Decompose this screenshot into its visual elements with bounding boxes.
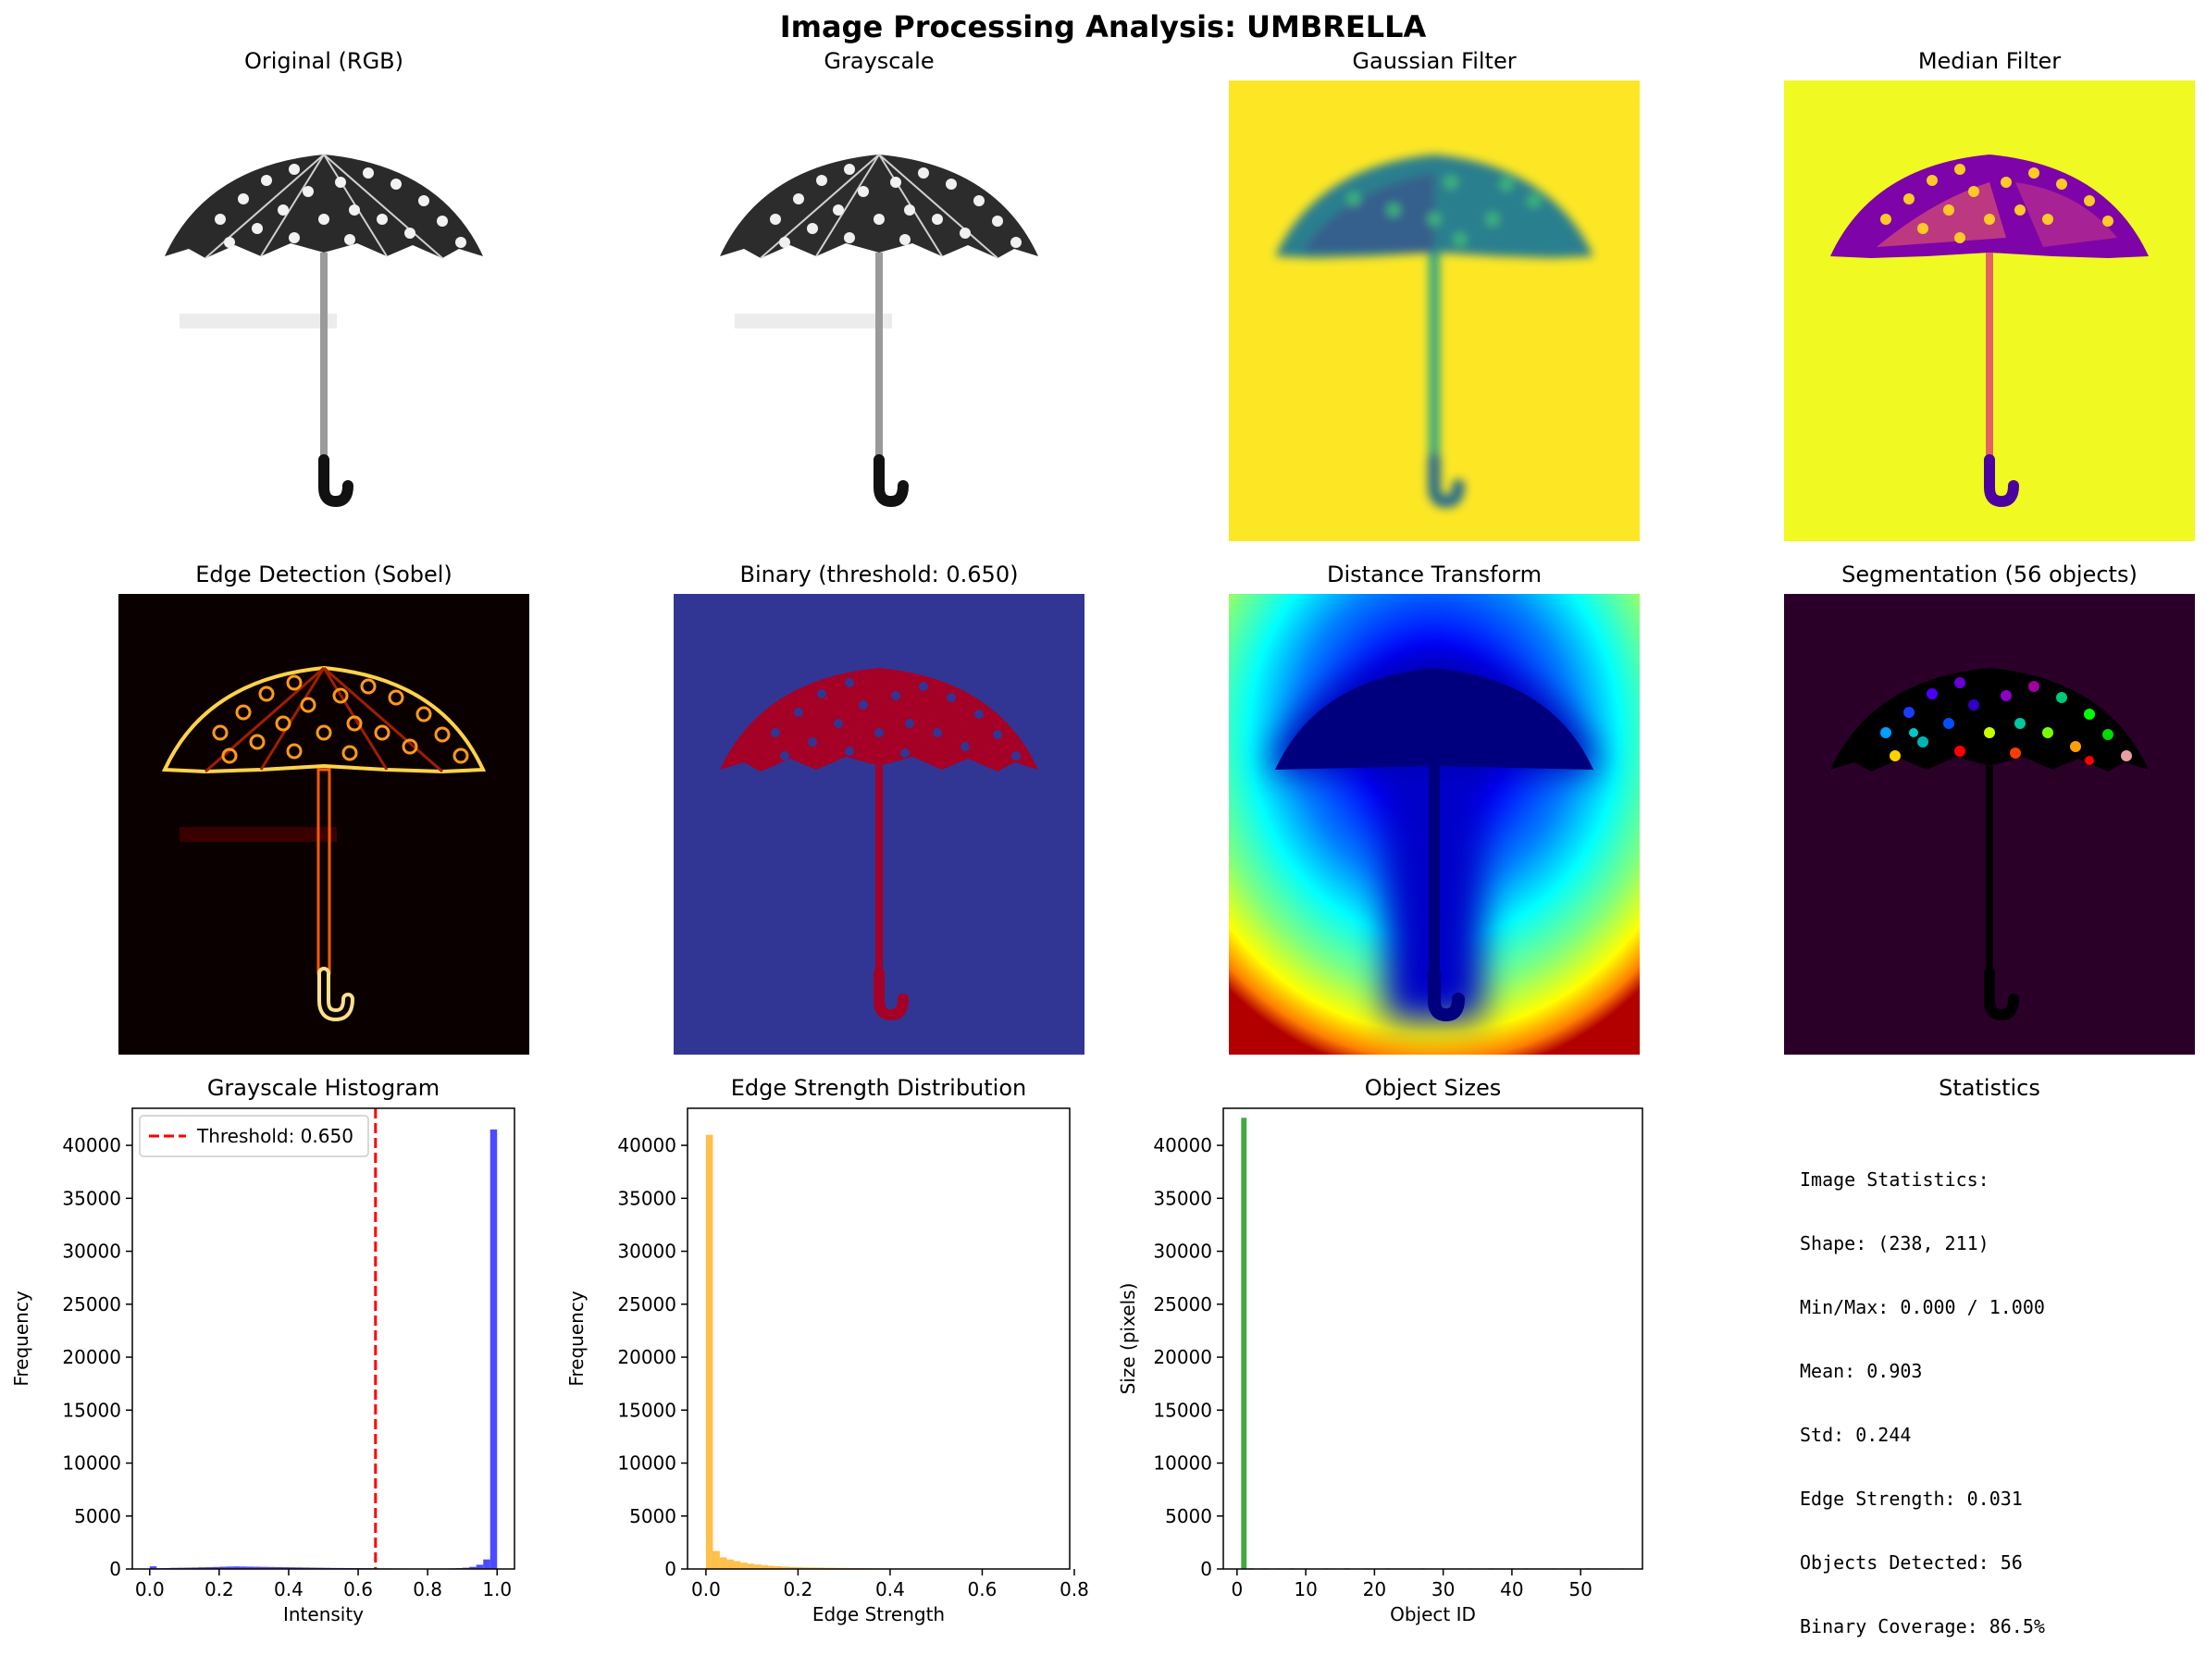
x-tick-label: 0.4: [274, 1578, 304, 1600]
y-tick-label: 0: [109, 1558, 121, 1580]
x-tick-label: 0.8: [1060, 1578, 1089, 1600]
x-tick-label: 0.4: [875, 1578, 905, 1600]
segmentation-image: [1784, 594, 2195, 1055]
y-tick-label: 30000: [62, 1241, 121, 1263]
edge-strength-chart: 0.0 0.2 0.4 0.6 0.8 0 5000 10000 15000 20000 25000…: [555, 1101, 1110, 1637]
y-tick-label: 10000: [617, 1452, 676, 1475]
figure-title: Image Processing Analysis: UMBRELLA: [0, 9, 2206, 44]
x-tick-label: 0.6: [343, 1578, 373, 1600]
x-tick-label: 20: [1363, 1578, 1386, 1600]
stats-line: Binary Coverage: 86.5%: [1800, 1616, 2045, 1637]
y-tick-label: 35000: [617, 1187, 676, 1209]
panel-title-segmentation: Segmentation (56 objects): [1784, 562, 2195, 587]
distance-transform-image: [1229, 594, 1640, 1055]
x-tick-label: 10: [1294, 1578, 1317, 1600]
panel-title-object-sizes: Object Sizes: [1223, 1075, 1642, 1101]
y-tick-label: 30000: [1153, 1241, 1212, 1263]
y-tick-label: 5000: [629, 1505, 676, 1527]
axes-frame: [688, 1108, 1070, 1569]
axes-frame: [1223, 1108, 1642, 1569]
y-tick-label: 15000: [1153, 1399, 1212, 1421]
y-tick-label: 40000: [617, 1134, 676, 1156]
gaussian-filter-image: [1229, 80, 1640, 541]
y-tick-label: 5000: [1165, 1505, 1212, 1527]
panel-title-edges: Edge Detection (Sobel): [118, 562, 529, 587]
y-tick-label: 30000: [617, 1241, 676, 1263]
x-tick-label: 40: [1500, 1578, 1523, 1600]
x-axis-label: Intensity: [283, 1603, 364, 1625]
y-tick-label: 20000: [617, 1346, 676, 1368]
grayscale-histogram-chart: 0.0 0.2 0.4 0.6 0.8 1.0 0 5000 10000 15000 20000 25…: [0, 1101, 555, 1637]
y-tick-label: 20000: [62, 1346, 121, 1368]
panel-title-original: Original (RGB): [118, 48, 529, 74]
y-tick-label: 25000: [617, 1293, 676, 1316]
y-axis-label: Frequency: [10, 1291, 32, 1386]
y-tick-label: 10000: [62, 1452, 121, 1475]
y-tick-label: 25000: [62, 1293, 121, 1316]
bar: [490, 1130, 498, 1569]
legend-label: Threshold: 0.650: [196, 1125, 353, 1147]
statistics-text: Image Statistics: Shape: (238, 211) Min/…: [1800, 1127, 2045, 1680]
bar: [706, 1135, 713, 1569]
x-tick-label: 0.0: [135, 1578, 165, 1600]
stats-line: Shape: (238, 211): [1800, 1233, 2045, 1254]
x-tick-label: 30: [1431, 1578, 1455, 1600]
stats-line: Mean: 0.903: [1800, 1361, 2045, 1382]
x-tick-label: 0.8: [413, 1578, 442, 1600]
y-axis-label: Size (pixels): [1117, 1283, 1139, 1395]
x-tick-label: 0.0: [691, 1578, 721, 1600]
bar: [713, 1551, 720, 1569]
x-tick-label: 0.2: [204, 1578, 234, 1600]
y-tick-label: 40000: [1153, 1134, 1212, 1156]
panel-title-distance: Distance Transform: [1229, 562, 1640, 587]
stats-line: Objects Detected: 56: [1800, 1552, 2045, 1574]
bar: [726, 1560, 734, 1569]
x-tick-label: 0.2: [784, 1578, 813, 1600]
bar: [740, 1563, 748, 1569]
panel-title-statistics: Statistics: [1784, 1075, 2195, 1101]
y-tick-label: 35000: [62, 1187, 121, 1209]
bar: [748, 1563, 755, 1569]
panel-title-grayscale: Grayscale: [674, 48, 1084, 74]
edge-detection-image: [118, 594, 529, 1055]
bar: [483, 1560, 490, 1569]
y-tick-label: 15000: [617, 1399, 676, 1421]
x-tick-label: 50: [1568, 1578, 1592, 1600]
stats-line: Std: 0.244: [1800, 1425, 2045, 1446]
x-tick-label: 1.0: [482, 1578, 512, 1600]
y-tick-label: 15000: [62, 1399, 121, 1421]
bar: [734, 1561, 741, 1569]
y-tick-label: 20000: [1153, 1346, 1212, 1368]
stats-line: Image Statistics:: [1800, 1169, 2045, 1191]
x-axis-label: Edge Strength: [812, 1603, 945, 1625]
panel-title-binary: Binary (threshold: 0.650): [674, 562, 1084, 587]
x-axis-label: Object ID: [1390, 1603, 1476, 1625]
stats-line: Min/Max: 0.000 / 1.000: [1800, 1297, 2045, 1318]
y-tick-label: 5000: [74, 1505, 121, 1527]
y-tick-label: 35000: [1153, 1187, 1212, 1209]
y-tick-label: 40000: [62, 1134, 121, 1156]
y-tick-label: 0: [1200, 1558, 1212, 1580]
axes-frame: [132, 1108, 514, 1569]
y-axis-label: Frequency: [565, 1291, 588, 1386]
panel-title-median: Median Filter: [1784, 48, 2195, 74]
binary-image: [674, 594, 1084, 1055]
grayscale-image: [674, 80, 1084, 541]
original-rgb-image: [118, 80, 529, 541]
panel-title-edge-hist: Edge Strength Distribution: [688, 1075, 1070, 1101]
median-filter-image: [1784, 80, 2195, 541]
panel-title-gray-hist: Grayscale Histogram: [132, 1075, 514, 1101]
y-tick-label: 0: [664, 1558, 676, 1580]
figure: Image Processing Analysis: UMBRELLA Orig…: [0, 0, 2206, 1637]
bar: [1241, 1118, 1246, 1569]
panel-title-gaussian: Gaussian Filter: [1229, 48, 1640, 74]
stats-line: Edge Strength: 0.031: [1800, 1489, 2045, 1510]
y-tick-label: 10000: [1153, 1452, 1212, 1475]
y-tick-label: 25000: [1153, 1293, 1212, 1316]
x-tick-label: 0: [1231, 1578, 1243, 1600]
bar: [720, 1557, 727, 1569]
x-tick-label: 0.6: [968, 1578, 998, 1600]
object-sizes-chart: 0 10 20 30 40 50 0 5000 10000 15000 20000 25000 3000…: [1101, 1101, 1666, 1637]
